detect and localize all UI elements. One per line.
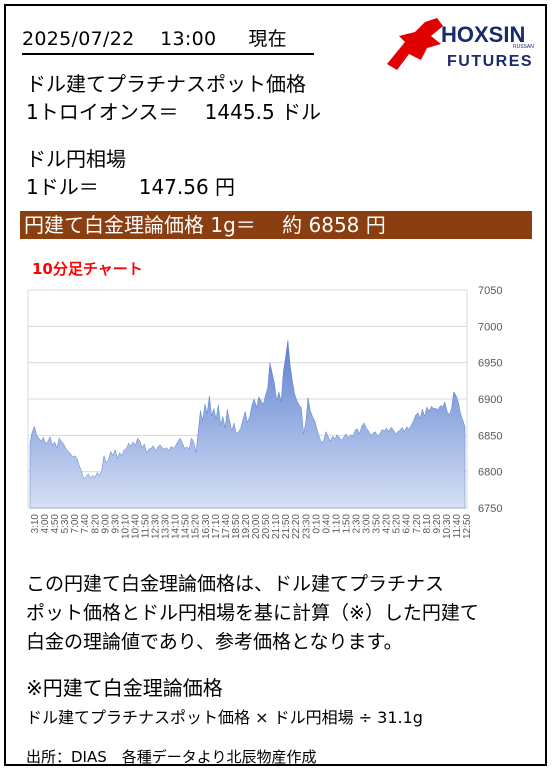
x-tick-label: 6:40: [402, 514, 413, 534]
price-chart: 6750 6800 6850 6900 6950 7000 7050 3:10 4:00 4:5…: [27, 285, 502, 539]
x-tick-label: 12:50: [462, 514, 473, 539]
x-tick-label: 11:40: [452, 514, 463, 539]
x-tick-label: 17:40: [221, 514, 232, 539]
x-tick-label: 19:20: [241, 514, 252, 539]
y-tick-label: 6900: [478, 394, 502, 406]
fx-label: ドル円相場: [26, 147, 126, 171]
card-frame: [4, 4, 547, 766]
x-tick-label: 10:10: [120, 514, 131, 539]
x-tick-label: 3:10: [30, 514, 41, 534]
datetime-label: 2025/07/22 13:00 現在: [22, 24, 314, 55]
x-tick-label: 20:50: [261, 514, 272, 539]
logo-red-mark: [387, 18, 443, 70]
x-tick-label: 7:00: [70, 514, 81, 534]
explanation-line-1: この円建て白金理論価格は、ドル建てプラチナス: [26, 573, 445, 595]
logo-main-text: HOXSIN: [441, 22, 525, 47]
y-tick-label: 7000: [478, 321, 502, 333]
x-tick-label: 9:30: [110, 514, 121, 534]
x-tick-label: 5:30: [60, 514, 71, 534]
x-tick-label: 3:50: [372, 514, 383, 534]
x-tick-label: 18:50: [231, 514, 242, 539]
explanation-line-3: 白金の理論値であり、参考価格となります。: [26, 631, 403, 653]
x-tick-label: 1:10: [331, 514, 342, 534]
x-tick-label: 15:20: [191, 514, 202, 539]
x-tick-label: 23:30: [301, 514, 312, 539]
x-tick-label: 2:30: [351, 514, 362, 534]
x-tick-label: 1:50: [341, 514, 352, 534]
x-tick-label: 8:20: [90, 514, 101, 534]
x-tick-label: 11:50: [141, 514, 152, 539]
x-tick-label: 4:00: [40, 514, 51, 534]
x-tick-label: 21:10: [271, 514, 282, 539]
x-tick-label: 20:00: [251, 514, 262, 539]
x-tick-label: 5:20: [392, 514, 403, 534]
logo-sub-text: FUTURES: [447, 53, 533, 70]
source-note: 出所：DIAS 各種データより北辰物産作成: [26, 748, 317, 766]
y-tick-label: 6950: [478, 358, 502, 370]
x-tick-label: 9:00: [100, 514, 111, 534]
y-tick-label: 6850: [478, 430, 502, 442]
y-tick-label: 7050: [478, 285, 502, 297]
x-tick-label: 0:10: [311, 514, 322, 534]
x-tick-label: 17:10: [211, 514, 222, 539]
x-tick-label: 4:20: [382, 514, 393, 534]
x-tick-label: 8:10: [422, 514, 433, 534]
x-tick-label: 3:00: [362, 514, 373, 534]
x-tick-label: 14:50: [181, 514, 192, 539]
platinum-price: 1トロイオンス＝ 1445.5 ドル: [26, 100, 322, 124]
x-tick-label: 16:30: [201, 514, 212, 539]
price-area-series: [29, 340, 466, 509]
explanation-line-2: ポット価格とドル円相場を基に計算（※）した円建て: [26, 602, 479, 624]
x-tick-label: 12:30: [151, 514, 162, 539]
company-logo: HOXSIN RUSSAN FUTURES: [385, 14, 535, 74]
x-tick-label: 21:50: [281, 514, 292, 539]
platinum-label: ドル建てプラチナスポット価格: [26, 72, 306, 96]
x-tick-label: 22:20: [291, 514, 302, 539]
x-tick-label: 10:30: [442, 514, 453, 539]
x-tick-label: 4:50: [50, 514, 61, 534]
yen-platinum-price-banner: 円建て白金理論価格 1g＝ 約 6858 円: [20, 211, 532, 239]
x-tick-label: 14:10: [171, 514, 182, 539]
x-tick-label: 13:30: [161, 514, 172, 539]
fx-rate: 1ドル＝ 147.56 円: [26, 175, 236, 199]
formula-text: ドル建てプラチナスポット価格 × ドル円相場 ÷ 31.1g: [26, 708, 423, 727]
y-tick-label: 6750: [478, 503, 502, 515]
logo-small-text: RUSSAN: [513, 44, 534, 50]
chart-title: 10分足チャート: [32, 260, 143, 278]
formula-heading: ※円建て白金理論価格: [26, 676, 223, 700]
x-tick-label: 10:40: [130, 514, 141, 539]
x-tick-label: 0:40: [321, 514, 332, 534]
x-tick-label: 7:40: [80, 514, 91, 534]
x-tick-label: 9:20: [432, 514, 443, 534]
y-tick-label: 6800: [478, 467, 502, 479]
x-tick-label: 7:20: [412, 514, 423, 534]
